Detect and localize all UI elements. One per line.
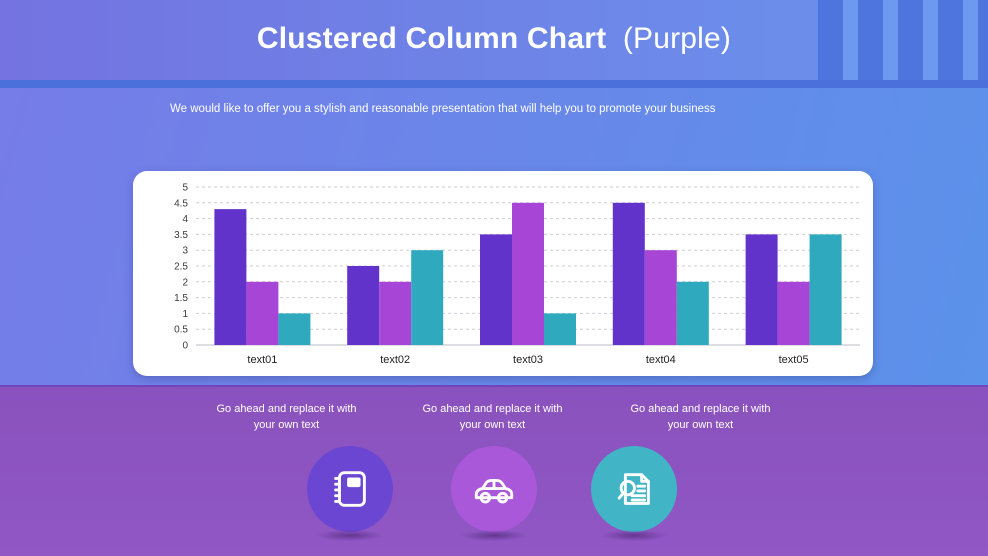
notebook-badge <box>307 446 393 532</box>
page-title-suffix: (Purple) <box>622 22 732 55</box>
svg-text:2.5: 2.5 <box>174 262 188 273</box>
caption-text: Go ahead and replace it with your own te… <box>630 403 771 431</box>
chart-panel: 0 0.5 1 1.5 2 2.5 3 3.5 4 4.5 5 text01 text02 text03 t… <box>133 171 873 376</box>
svg-text:text03: text03 <box>513 354 543 366</box>
svg-text:0.5: 0.5 <box>174 325 188 336</box>
svg-text:4.5: 4.5 <box>174 198 188 209</box>
notebook-icon <box>334 471 366 507</box>
header-divider <box>0 80 988 88</box>
svg-text:text02: text02 <box>380 354 410 366</box>
search-document-badge <box>591 446 677 532</box>
svg-text:0: 0 <box>182 341 188 352</box>
badge-shadow <box>601 530 667 541</box>
svg-text:3.5: 3.5 <box>174 230 188 241</box>
clustered-column-chart: 0 0.5 1 1.5 2 2.5 3 3.5 4 4.5 5 text01 text02 text03 t… <box>174 183 860 366</box>
page-title: Clustered Column Chart (Purple) <box>0 22 988 56</box>
subtitle-text: We would like to offer you a stylish and… <box>170 103 716 115</box>
svg-text:1: 1 <box>182 309 188 320</box>
svg-text:2: 2 <box>182 277 188 288</box>
header: Clustered Column Chart (Purple) <box>0 0 988 80</box>
badge-shadow <box>317 530 383 541</box>
svg-text:text04: text04 <box>646 354 676 366</box>
svg-text:3: 3 <box>182 246 188 257</box>
bottom-section: Go ahead and replace it with your own te… <box>0 385 988 556</box>
svg-text:4: 4 <box>182 214 188 225</box>
car-badge <box>451 446 537 532</box>
page-title-main: Clustered Column Chart <box>256 22 607 55</box>
search-document-icon <box>617 473 650 505</box>
caption-text: Go ahead and replace it with your own te… <box>422 403 563 431</box>
svg-text:1.5: 1.5 <box>174 293 188 304</box>
svg-text:5: 5 <box>182 183 188 194</box>
svg-text:text05: text05 <box>779 354 809 366</box>
caption-text: Go ahead and replace it with your own te… <box>216 403 357 431</box>
badge-shadow <box>461 530 527 541</box>
svg-text:text01: text01 <box>247 354 277 366</box>
main-section: We would like to offer you a stylish and… <box>0 88 988 385</box>
stripes-decoration <box>818 0 988 80</box>
car-icon <box>474 478 514 504</box>
